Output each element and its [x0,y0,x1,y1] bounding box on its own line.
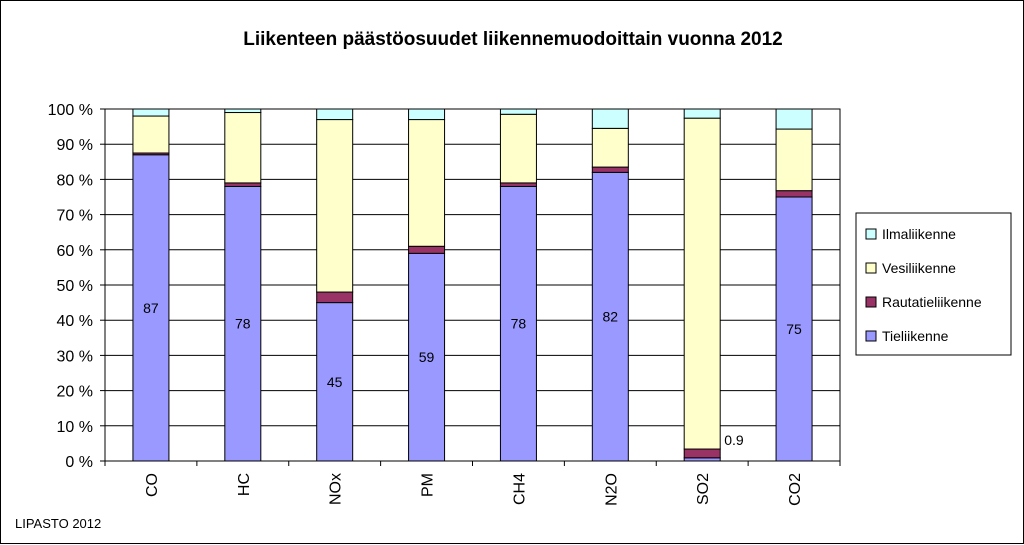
bar-segment [683,108,721,119]
y-tick-label: 0 % [65,454,93,471]
bar-segment [316,302,354,462]
category-label: CO [144,473,161,497]
y-tick-label: 90 % [57,137,93,154]
bar-segment [591,127,629,168]
legend-box [855,212,1012,356]
data-label: 45 [327,374,343,390]
bar-segment [499,108,537,115]
legend-swatch [865,262,877,274]
bar-segment [499,182,537,187]
legend-label: Ilmaliikenne [882,226,956,242]
data-label: 82 [603,309,619,325]
bar-segment [224,108,262,114]
bar-segment [591,171,629,462]
y-tick-label: 30 % [57,348,93,365]
bar-segment [408,108,446,121]
category-label: HC [236,473,253,496]
bar-segment [316,119,354,293]
legend-swatch [865,228,877,240]
bar-segment [775,196,813,462]
data-label: 78 [511,316,527,332]
bar-segment [499,185,537,462]
category-label: SO2 [695,473,712,505]
category-label: CO2 [787,473,804,506]
data-label: 59 [419,349,435,365]
bar-segment [408,252,446,462]
legend-label: Rautatieliikenne [882,294,982,310]
legend-swatch [865,296,877,308]
x-axis: CO HC NOx PM CH4 N2O SO2 CO2 [104,461,841,506]
source-credit: LIPASTO 2012 [15,516,101,531]
legend-label: Tieliikenne [882,328,949,344]
category-label: NOx [328,473,345,505]
y-tick-label: 20 % [57,384,93,401]
y-axis: 0 % 10 % 20 % 30 % 40 % 50 % 60 % 70 % 80 % 90 % 1… [48,102,105,471]
bar-segment [132,154,170,462]
bar-segment [683,117,721,450]
y-tick-label: 100 % [48,102,93,119]
data-labels: 87 78 45 59 78 82 0.9 75 [143,300,802,448]
y-tick-label: 40 % [57,313,93,330]
data-label: 87 [143,300,159,316]
bar-segment [591,108,629,129]
bar-segment [224,112,262,184]
bar-segment [499,113,537,184]
category-label: N2O [603,473,620,506]
bar-segment [224,185,262,462]
bar-segment [408,119,446,247]
bar-segment [683,448,721,459]
bar-segment [224,182,262,187]
bar-segment [591,166,629,173]
bar-segment [316,291,354,304]
legend: Ilmaliikenne Vesiliikenne Rautatieliikenne… [855,212,1012,356]
bar-segment [775,190,813,198]
category-label: PM [420,473,437,497]
data-label: 78 [235,316,251,332]
bar-segment [775,108,813,130]
bar-segment [132,115,170,154]
bar-segment [132,108,170,117]
bar-segment [408,245,446,254]
category-label: CH4 [511,473,528,505]
y-tick-label: 80 % [57,172,93,189]
legend-label: Vesiliikenne [882,260,956,276]
y-tick-label: 60 % [57,243,93,260]
bars [132,108,813,462]
gridlines [104,108,841,462]
chart-title: Liikenteen päästöosuudet liikennemuodoit… [243,29,783,50]
y-tick-label: 50 % [57,278,93,295]
bar-segment [775,128,813,192]
y-tick-label: 10 % [57,419,93,436]
data-label: 75 [786,321,802,337]
legend-swatch [865,330,877,342]
bar-segment [316,108,354,121]
y-tick-label: 70 % [57,208,93,225]
data-label: 0.9 [724,432,744,448]
